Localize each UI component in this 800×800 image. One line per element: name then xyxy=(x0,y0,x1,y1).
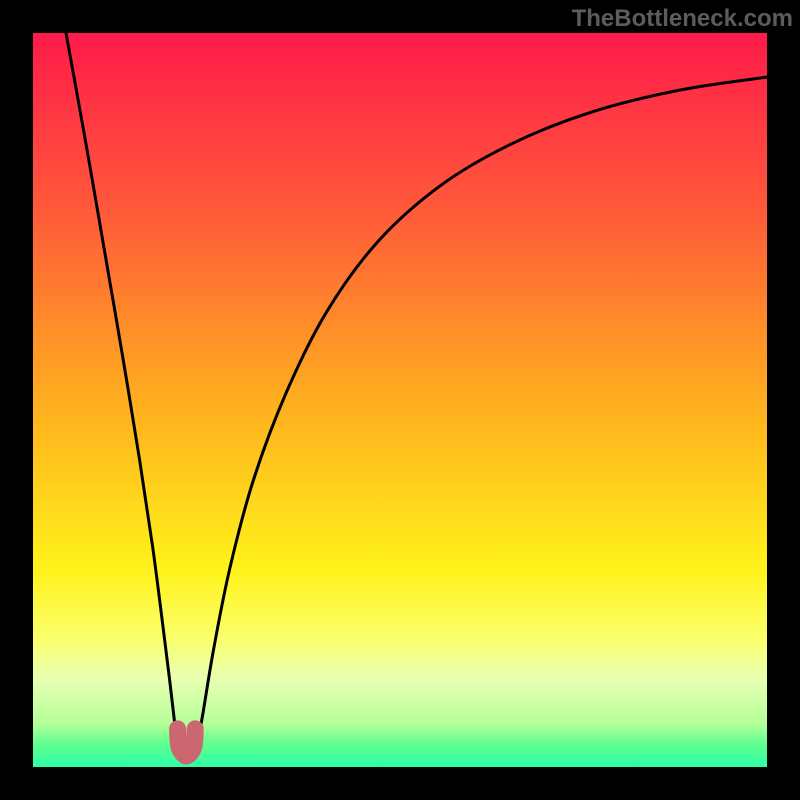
chart-frame: TheBottleneck.com xyxy=(0,0,800,800)
watermark-text: TheBottleneck.com xyxy=(572,5,793,33)
plot-area xyxy=(33,33,767,767)
